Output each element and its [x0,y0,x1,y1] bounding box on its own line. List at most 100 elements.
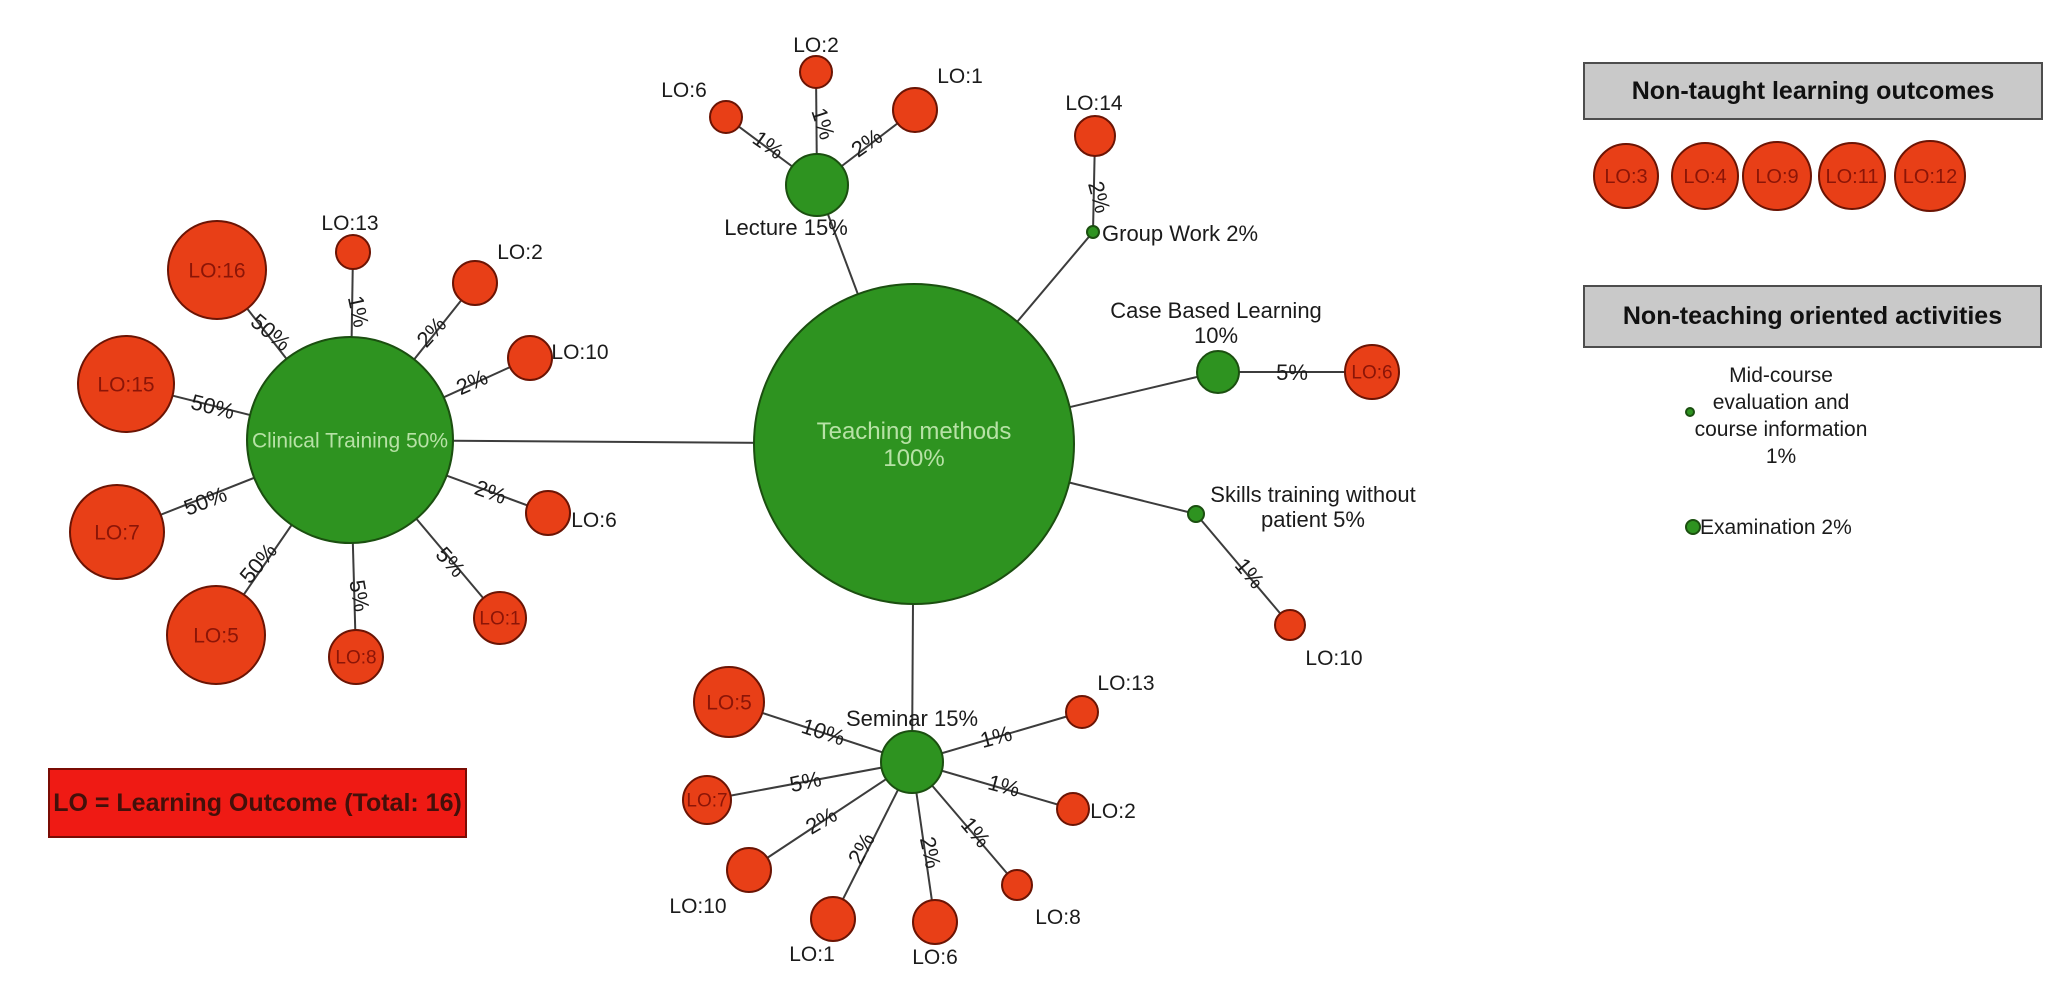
node-nt4-circle [1671,142,1739,210]
edge-label-clinical-c8: 5% [344,578,374,614]
node-nt11-label: LO:11 [1826,166,1879,188]
edge-label-lecture-l2: 1% [806,105,840,143]
node-l1-ext-label: LO:1 [937,65,983,88]
node-c5-circle [166,585,266,685]
node-g14-ext-label: LO:14 [1065,92,1123,115]
edge-label-seminar-se13: 1% [977,721,1014,753]
node-se13-circle [1065,695,1099,729]
midcourse-note: Mid-course [1729,364,1833,387]
node-cbl-ext-label: Case Based Learning [1110,298,1322,323]
edge-skills-s10 [1195,513,1291,626]
node-l1-circle [892,87,938,133]
node-se7-circle [682,775,732,825]
node-se8-ext-label: LO:8 [1035,906,1081,929]
node-se2-circle [1056,792,1090,826]
edge-label-clinical-c2: 2% [411,312,451,352]
edge-label-seminar-se10: 2% [801,802,841,840]
edge-label-seminar-se5: 10% [799,713,849,750]
edge-label-cbl-cb6: 5% [1276,360,1308,385]
node-l2-ext-label: LO:2 [793,34,839,57]
node-c15-circle [77,335,175,433]
node-c10-ext-label: LO:10 [551,341,608,364]
node-nt3-label: LO:3 [1604,166,1647,188]
node-c7-label: LO:7 [94,521,140,544]
midcourse-note: 1% [1766,445,1796,468]
node-skills-ext-label: Skills training without [1210,482,1415,507]
edge-label-clinical-c13: 1% [343,293,374,329]
node-teaching-circle [753,283,1075,605]
node-groupwork-circle [1086,225,1100,239]
node-c5-label: LO:5 [193,624,239,647]
node-nt12-circle [1894,140,1966,212]
node-skills-circle [1187,505,1205,523]
node-examdot-circle [1685,519,1701,535]
node-se13-ext-label: LO:13 [1097,672,1154,695]
node-nt9-circle [1742,141,1812,211]
edge-label-seminar-se1: 2% [843,829,880,869]
node-se7-label: LO:7 [686,791,727,812]
node-nt11-circle [1818,142,1886,210]
midcourse-note: course information [1695,418,1868,441]
node-seminar-circle [880,730,944,794]
node-nt3-circle [1593,143,1659,209]
node-nt4-label: LO:4 [1683,166,1726,188]
node-s10-ext-label: LO:10 [1305,647,1362,670]
node-c13-ext-label: LO:13 [321,212,378,235]
node-teaching-label: Teaching methods [817,418,1012,445]
node-seminar-ext-label: Seminar 15% [846,706,978,731]
examination-note: Examination 2% [1700,516,1852,539]
node-c15-label: LO:15 [97,373,154,396]
node-c2-ext-label: LO:2 [497,241,543,264]
node-se10-circle [726,847,772,893]
node-c16-label: LO:16 [188,259,245,282]
edge-label-lecture-l1: 2% [847,123,887,162]
node-se2-ext-label: LO:2 [1090,800,1136,823]
node-teaching-label: 100% [883,445,944,472]
node-l6-ext-label: LO:6 [661,79,707,102]
edge-label-seminar-se6: 2% [915,834,946,870]
node-cb6-circle [1344,344,1400,400]
node-nt12-label: LO:12 [1903,166,1957,188]
node-c8-circle [328,629,384,685]
edge-label-clinical-c6: 2% [471,475,509,509]
node-se1-circle [810,896,856,942]
node-nt9-label: LO:9 [1755,166,1798,188]
edge-label-seminar-se8: 1% [956,812,996,852]
node-c6-ext-label: LO:6 [571,509,617,532]
node-groupwork-ext-label: Group Work 2% [1102,221,1258,246]
edge-seminar-se10 [748,761,913,871]
node-cbl-circle [1196,350,1240,394]
node-c8-label: LO:8 [335,648,376,669]
edge-label-clinical-c5: 50% [235,538,282,588]
node-c6-circle [525,490,571,536]
edge-label-groupwork-g14: 2% [1083,178,1115,215]
edge-label-seminar-se2: 1% [985,770,1022,802]
node-lecture-ext-label: Lecture 15% [724,215,848,240]
node-c2-circle [452,260,498,306]
node-c1-circle [473,591,527,645]
node-c10-circle [507,335,553,381]
node-se6-circle [912,899,958,945]
edge-label-seminar-se7: 5% [787,766,823,797]
node-skills-ext-label: patient 5% [1261,507,1365,532]
edge-label-clinical-c7: 50% [180,481,230,520]
non-teaching-activities-header: Non-teaching oriented activities [1583,285,2042,348]
node-se5-label: LO:5 [706,691,752,714]
node-se10-ext-label: LO:10 [669,895,726,918]
node-se6-ext-label: LO:6 [912,946,958,969]
edge-label-skills-s10: 1% [1230,553,1270,593]
node-g14-circle [1074,115,1116,157]
node-cb6-label: LO:6 [1351,363,1392,384]
legend-box: LO = Learning Outcome (Total: 16) [48,768,467,838]
node-l6-circle [709,100,743,134]
node-se1-ext-label: LO:1 [789,943,835,966]
node-clinical-circle [246,336,454,544]
node-cbl-ext-label: 10% [1194,323,1238,348]
node-se5-circle [693,666,765,738]
node-middot-circle [1685,407,1695,417]
midcourse-note: evaluation and [1713,391,1850,414]
node-c1-label: LO:1 [479,609,520,630]
non-taught-outcomes-header: Non-taught learning outcomes [1583,62,2043,120]
